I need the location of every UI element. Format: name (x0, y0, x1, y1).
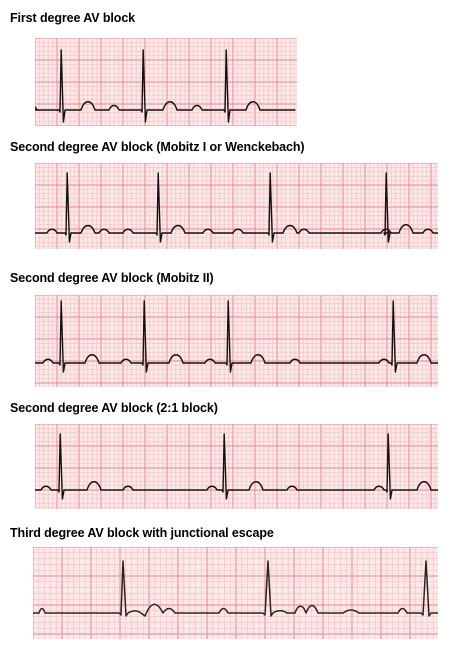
ecg-title-two-to-one: Second degree AV block (2:1 block) (10, 401, 218, 415)
ecg-title-third-degree: Third degree AV block with junctional es… (10, 526, 274, 540)
ecg-trace (35, 172, 438, 243)
grid-background (35, 163, 438, 249)
ecg-strip-third-degree (33, 547, 438, 639)
grid-background (35, 424, 438, 509)
ecg-trace (35, 300, 438, 373)
ecg-trace (33, 560, 438, 617)
ecg-strip-two-to-one (35, 424, 438, 509)
ecg-title-first-degree: First degree AV block (10, 11, 136, 25)
ecg-title-mobitz-1: Second degree AV block (Mobitz I or Wenc… (10, 140, 305, 154)
ecg-title-mobitz-2: Second degree AV block (Mobitz II) (10, 271, 214, 285)
grid-lines (35, 38, 297, 126)
ecg-trace (35, 433, 438, 500)
grid-lines (33, 547, 438, 639)
grid-background (35, 295, 438, 387)
grid-lines (35, 295, 438, 387)
ecg-trace (35, 49, 296, 123)
ecg-strip-mobitz-1 (35, 163, 438, 249)
ecg-strip-first-degree (35, 38, 297, 126)
ecg-strip-mobitz-2 (35, 295, 438, 387)
